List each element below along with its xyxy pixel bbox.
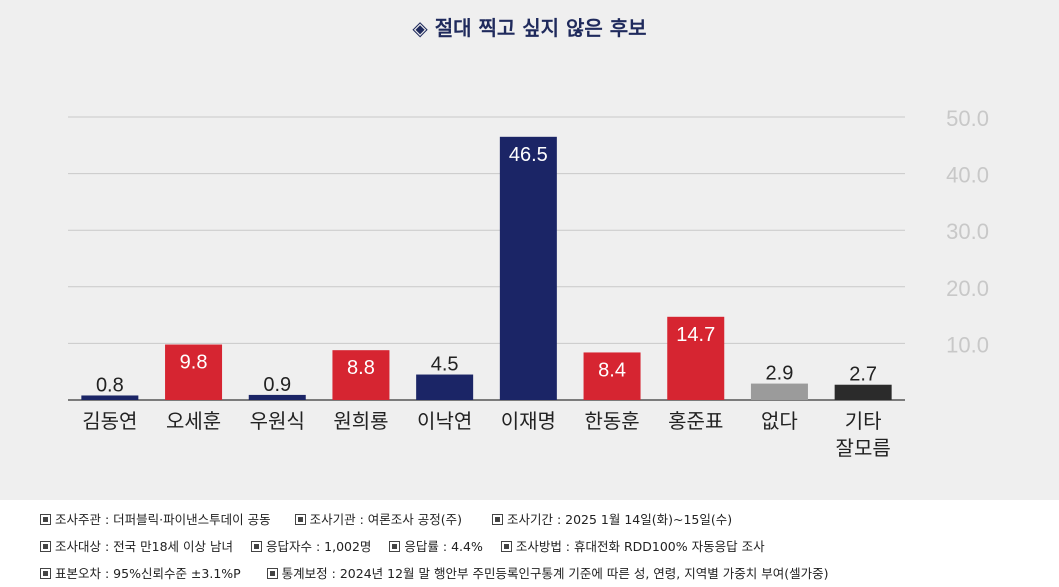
bullet-square-icon (40, 541, 51, 552)
note-agency: 조사기관 : 여론조사 공정(주) (294, 509, 462, 528)
notes-row-1: 조사주관 : 더퍼블릭·파이낸스투데이 공동 조사기관 : 여론조사 공정(주)… (40, 509, 746, 528)
note-weighting: 통계보정 : 2024년 12월 말 행안부 주민등록인구통계 기준에 따른 성… (266, 563, 828, 582)
bullet-square-icon (500, 541, 512, 552)
data-label: 9.8 (180, 352, 208, 374)
category-label: 홍준표 (668, 409, 723, 433)
data-label: 4.5 (431, 354, 459, 376)
category-label: 이재명 (501, 409, 556, 433)
notes-row-2: 조사대상 : 전국 만18세 이상 남녀 응답자수 : 1,002명 응답률 :… (40, 536, 779, 555)
bar (583, 352, 641, 400)
bar (248, 394, 306, 400)
note-sponsor: 조사주관 : 더퍼블릭·파이낸스투데이 공동 (40, 509, 271, 528)
y-tick-label: 50.0 (946, 106, 989, 131)
bar (834, 384, 892, 400)
data-label: 46.5 (509, 144, 548, 166)
data-label: 8.4 (598, 359, 626, 381)
data-label: 0.9 (263, 374, 291, 396)
bullet-square-icon (40, 514, 51, 525)
bar (332, 350, 390, 400)
bar (667, 316, 725, 400)
bullet-square-icon (250, 541, 262, 552)
survey-notes: 조사주관 : 더퍼블릭·파이낸스투데이 공동 조사기관 : 여론조사 공정(주)… (0, 500, 1059, 587)
bullet-square-icon (294, 514, 306, 525)
note-respondents: 응답자수 : 1,002명 (250, 536, 371, 555)
category-label: 없다 (761, 409, 798, 433)
data-label: 2.9 (766, 363, 794, 385)
y-tick-label: 40.0 (946, 163, 989, 188)
category-label: 한동훈 (584, 409, 639, 433)
category-label: 기타 (845, 409, 882, 433)
notes-row-3: 표본오차 : 95%신뢰수준 ±3.1%P 통계보정 : 2024년 12월 말… (40, 563, 842, 582)
bar (750, 383, 808, 400)
bullet-square-icon (389, 541, 401, 552)
bar (499, 136, 557, 400)
data-label: 2.7 (849, 364, 877, 386)
note-response-rate: 응답률 : 4.4% (389, 536, 483, 555)
category-label: 원희룡 (333, 409, 388, 433)
category-label: 이낙연 (417, 409, 472, 433)
note-target: 조사대상 : 전국 만18세 이상 남녀 (40, 536, 233, 555)
bar-chart: 10.0 20.0 30.0 40.0 50.0 0.8 김동연 9.8 오세훈 0.9 우원식 8.… (68, 106, 989, 460)
note-method: 조사방법 : 휴대전화 RDD100% 자동응답 조사 (500, 536, 765, 555)
data-label: 0.8 (96, 374, 124, 396)
note-period: 조사기간 : 2025 1월 14일(화)~15일(수) (491, 509, 732, 528)
y-tick-label: 30.0 (946, 219, 989, 244)
bullet-square-icon (266, 568, 278, 579)
y-tick-label: 20.0 (946, 276, 989, 301)
bar (81, 395, 139, 400)
category-label: 오세훈 (166, 409, 221, 433)
category-label: 김동연 (82, 409, 137, 433)
y-tick-label: 10.0 (946, 332, 989, 357)
bullet-square-icon (491, 514, 503, 525)
bar (165, 344, 223, 400)
chart-title: ◈ 절대 찍고 싶지 않은 후보 (412, 16, 647, 40)
chart-panel: ◈ 절대 찍고 싶지 않은 후보 10.0 20.0 30.0 40.0 50.0 0.8… (0, 0, 1059, 500)
category-label: 우원식 (250, 409, 305, 433)
category-label: 잘모름 (836, 436, 891, 460)
bar (416, 374, 474, 400)
bullet-square-icon (40, 568, 51, 579)
data-label: 8.8 (347, 357, 375, 379)
note-margin-error: 표본오차 : 95%신뢰수준 ±3.1%P (40, 563, 241, 582)
data-label: 14.7 (676, 324, 715, 346)
